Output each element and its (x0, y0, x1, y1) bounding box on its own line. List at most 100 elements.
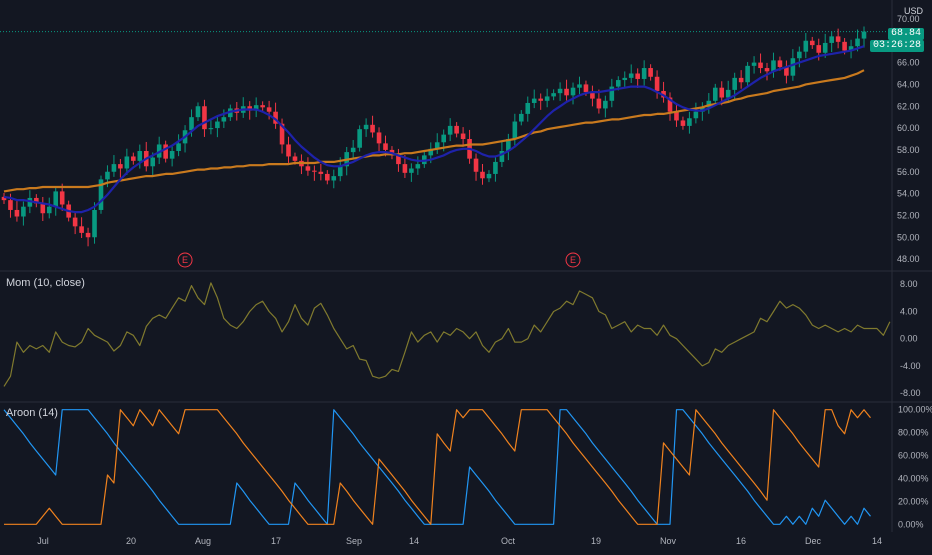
candle-up[interactable] (803, 40, 809, 52)
candle-up[interactable] (706, 100, 712, 108)
candle-down[interactable] (777, 60, 783, 67)
candle-up[interactable] (693, 111, 699, 119)
candle-up[interactable] (687, 118, 692, 126)
candle-up[interactable] (189, 117, 194, 131)
candle-up[interactable] (137, 151, 143, 161)
candle-down[interactable] (383, 143, 388, 150)
candle-up[interactable] (790, 58, 796, 76)
candle-up[interactable] (751, 62, 757, 66)
candle-up[interactable] (215, 121, 220, 129)
candle-up[interactable] (447, 125, 453, 135)
candle-up[interactable] (797, 51, 802, 59)
candle-down[interactable] (402, 164, 408, 173)
candle-down[interactable] (312, 170, 317, 172)
candle-up[interactable] (208, 128, 214, 130)
candle-up[interactable] (357, 129, 362, 148)
candle-up[interactable] (46, 206, 52, 214)
candle-down[interactable] (460, 133, 466, 139)
candle-up[interactable] (525, 102, 531, 114)
candle-up[interactable] (98, 179, 104, 210)
candle-up[interactable] (551, 93, 556, 97)
candle-down[interactable] (85, 232, 91, 238)
candle-up[interactable] (628, 73, 634, 78)
candle-down[interactable] (14, 209, 20, 217)
momentum-pane-label[interactable]: Mom (10, close) (6, 277, 85, 289)
candle-down[interactable] (583, 84, 589, 93)
candle-down[interactable] (842, 41, 847, 51)
candle-down[interactable] (564, 88, 569, 96)
earnings-marker-icon[interactable] (565, 252, 581, 268)
candle-down[interactable] (325, 173, 330, 181)
candle-up[interactable] (512, 121, 518, 139)
candle-down[interactable] (72, 217, 78, 227)
candle-up[interactable] (92, 209, 97, 238)
candle-down[interactable] (538, 98, 543, 101)
candle-up[interactable] (363, 124, 369, 130)
candle-up[interactable] (331, 176, 337, 181)
candle-down[interactable] (273, 111, 278, 124)
candle-up[interactable] (577, 84, 582, 88)
candle-up[interactable] (557, 88, 563, 94)
candle-up[interactable] (518, 113, 524, 122)
candle-up[interactable] (745, 65, 750, 83)
candle-down[interactable] (396, 155, 401, 165)
candle-down[interactable] (79, 226, 84, 233)
candle-up[interactable] (506, 139, 511, 152)
candle-down[interactable] (40, 203, 46, 214)
candle-up[interactable] (409, 168, 414, 173)
candle-down[interactable] (596, 98, 602, 109)
candle-up[interactable] (493, 161, 498, 174)
candle-up[interactable] (350, 147, 356, 153)
candle-down[interactable] (809, 40, 815, 46)
aroon-pane-label[interactable]: Aroon (14) (6, 407, 58, 419)
candle-down[interactable] (131, 156, 136, 161)
candle-down[interactable] (816, 45, 822, 53)
candle-down[interactable] (376, 132, 382, 144)
candle-down[interactable] (8, 200, 13, 210)
candle-up[interactable] (855, 38, 860, 47)
candle-down[interactable] (719, 87, 725, 98)
candle-up[interactable] (725, 89, 731, 98)
candle-up[interactable] (337, 166, 343, 177)
candle-down[interactable] (680, 120, 686, 126)
candle-up[interactable] (712, 87, 718, 101)
candle-up[interactable] (848, 46, 854, 51)
candle-up[interactable] (221, 117, 227, 122)
candle-up[interactable] (111, 164, 117, 172)
candle-up[interactable] (603, 100, 608, 109)
candle-down[interactable] (260, 105, 265, 108)
sma-fast-line[interactable] (3, 45, 865, 214)
candle-up[interactable] (829, 36, 834, 43)
candle-down[interactable] (674, 111, 679, 121)
candle-up[interactable] (822, 42, 828, 53)
candle-up[interactable] (499, 151, 505, 162)
candle-up[interactable] (615, 80, 621, 87)
candle-down[interactable] (118, 164, 123, 169)
candle-down[interactable] (370, 124, 375, 133)
aroon-up-line[interactable] (4, 409, 871, 525)
candle-down[interactable] (34, 197, 39, 204)
candle-up[interactable] (771, 60, 776, 72)
candle-up[interactable] (441, 134, 446, 143)
candle-down[interactable] (454, 125, 459, 134)
candle-down[interactable] (835, 36, 841, 42)
candle-down[interactable] (590, 92, 595, 99)
candle-down[interactable] (758, 62, 763, 69)
candle-down[interactable] (59, 191, 65, 205)
candle-up[interactable] (486, 173, 492, 179)
candle-down[interactable] (286, 144, 291, 157)
candle-up[interactable] (415, 164, 421, 169)
candle-up[interactable] (176, 143, 181, 152)
candle-down[interactable] (305, 166, 311, 171)
candle-up[interactable] (434, 142, 440, 149)
candle-down[interactable] (1, 196, 7, 201)
candle-down[interactable] (480, 171, 485, 179)
candle-up[interactable] (622, 77, 628, 81)
candle-down[interactable] (635, 73, 640, 79)
earnings-marker-icon[interactable] (177, 252, 193, 268)
candle-up[interactable] (27, 197, 33, 207)
candle-up[interactable] (53, 191, 59, 207)
candle-up[interactable] (105, 171, 110, 180)
candle-up[interactable] (428, 148, 434, 156)
